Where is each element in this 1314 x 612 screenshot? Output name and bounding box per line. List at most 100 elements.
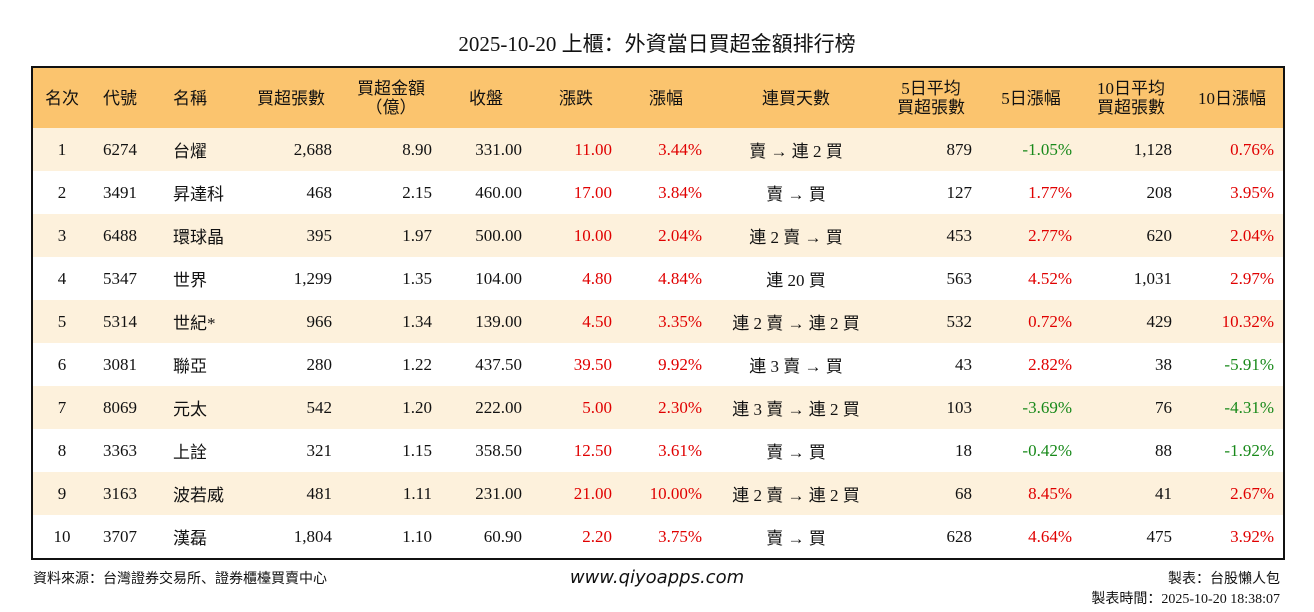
cell: 4.64% — [1028, 526, 1072, 546]
cell: 賣 → 連 2 買 — [711, 128, 881, 171]
cell: 5314 — [91, 300, 161, 343]
cell: 0.76% — [1181, 128, 1284, 171]
header-line: 漲幅 — [649, 88, 683, 108]
cell: 5347 — [103, 268, 137, 288]
cell: 39.50 — [573, 354, 612, 374]
cell: -5.91% — [1224, 354, 1274, 374]
cell: 620 — [1081, 214, 1181, 257]
cell: 460.00 — [475, 182, 522, 202]
table-row: 3 6488 環球晶 395 1.97 500.00 10.00 2.04% 連 2 賣 → 買… — [32, 214, 1284, 257]
cell: 468 — [306, 182, 333, 202]
cell: 231.00 — [441, 472, 531, 515]
table-row: 8 3363 上詮 321 1.15 358.50 12.50 3.61% 賣 → 買 18 -0.… — [32, 429, 1284, 472]
cell: -3.69% — [981, 386, 1081, 429]
cell: 127 — [946, 182, 973, 202]
header-line: 買超張數 — [897, 98, 965, 117]
header-line: 名稱 — [173, 88, 207, 108]
cell: 208 — [1146, 182, 1173, 202]
cell: 世紀* — [161, 300, 241, 343]
time: 製表時間：2025-10-20 18:38:07 — [1091, 592, 1280, 607]
cell: 2.77% — [981, 214, 1081, 257]
cell: 2.67% — [1181, 472, 1284, 515]
cell: 11.00 — [531, 128, 621, 171]
cell: 68 — [881, 472, 981, 515]
cell: 2.15 — [402, 182, 432, 202]
cell: -1.92% — [1224, 440, 1274, 460]
cell: 3707 — [103, 526, 137, 546]
cell: 世界 — [173, 271, 207, 290]
column-header: 名稱 — [161, 67, 241, 128]
cell: 10.00% — [621, 472, 711, 515]
cell: 1.22 — [402, 354, 432, 374]
cell: 88 — [1155, 440, 1172, 460]
cell: 環球晶 — [161, 214, 241, 257]
table-row: 7 8069 元太 542 1.20 222.00 5.00 2.30% 連 3 賣 → 連 2… — [32, 386, 1284, 429]
source: 資料來源：台灣證券交易所、證券櫃檯買賣中心 — [33, 572, 327, 587]
cell: 21.00 — [531, 472, 621, 515]
cell: 475 — [1146, 526, 1173, 546]
table-row: 5 5314 世紀* 966 1.34 139.00 4.50 3.35% 連 2 賣 → 連 … — [32, 300, 1284, 343]
cell: 1.97 — [341, 214, 441, 257]
table-row: 2 3491 昇達科 468 2.15 460.00 17.00 3.84% 賣 → 買 127 1… — [32, 171, 1284, 214]
cell: 連 20 買 — [766, 271, 826, 290]
cell: 3081 — [103, 354, 137, 374]
header-line: 買超張數 — [257, 88, 325, 108]
cell: -1.05% — [981, 128, 1081, 171]
cell: 280 — [306, 354, 333, 374]
column-header: 漲跌 — [531, 67, 621, 128]
cell: 昇達科 — [173, 185, 224, 204]
cell: 10.00 — [531, 214, 621, 257]
cell: 3.95% — [1230, 182, 1274, 202]
cell: 3363 — [103, 440, 137, 460]
cell: 1,299 — [293, 268, 332, 288]
cell: 連 2 賣 → 連 2 買 — [711, 472, 881, 515]
header-line: 漲跌 — [559, 88, 593, 108]
cell: 18 — [955, 440, 972, 460]
cell: 4.52% — [1028, 268, 1072, 288]
cell: 3.44% — [621, 128, 711, 171]
cell: 4.80 — [582, 268, 612, 288]
cell: 波若威 — [161, 472, 241, 515]
cell: 5.00 — [531, 386, 621, 429]
cell: 4 — [57, 268, 67, 288]
cell: 7 — [32, 386, 91, 429]
cell: 賣 → 買 — [766, 443, 826, 462]
cell: 4.50 — [531, 300, 621, 343]
column-header: 買超金額 （億） — [341, 67, 441, 128]
cell: 628 — [946, 526, 973, 546]
cell: 1.20 — [341, 386, 441, 429]
header-line: 5日平均 — [901, 79, 961, 98]
cell: 500.00 — [441, 214, 531, 257]
cell: 8069 — [91, 386, 161, 429]
cell: 321 — [306, 440, 333, 460]
cell: 1.11 — [341, 472, 441, 515]
cell: 1.35 — [402, 268, 432, 288]
cell: 8.90 — [341, 128, 441, 171]
cell: 879 — [881, 128, 981, 171]
header-line: 10日平均 — [1097, 79, 1165, 98]
cell: 2.30% — [621, 386, 711, 429]
column-header: 5日漲幅 — [981, 67, 1081, 128]
table-body: 1 6274 台燿 2,688 8.90 331.00 11.00 3.44% 賣 → 連 2 … — [32, 128, 1284, 559]
cell: 賣 → 買 — [766, 529, 826, 548]
cell: 10.32% — [1181, 300, 1284, 343]
cell: 連 3 賣 → 連 2 買 — [711, 386, 881, 429]
cell: 6274 — [91, 128, 161, 171]
cell: 542 — [241, 386, 341, 429]
cell: 2.82% — [1028, 354, 1072, 374]
column-header: 10日漲幅 — [1181, 67, 1284, 128]
cell: 0.72% — [981, 300, 1081, 343]
cell: 1.77% — [1028, 182, 1072, 202]
cell: 6 — [57, 354, 67, 374]
column-header: 連買天數 — [711, 67, 881, 128]
cell: 2.04% — [1181, 214, 1284, 257]
cell: 1 — [32, 128, 91, 171]
header-line: 買超金額 — [357, 79, 425, 98]
cell: 3163 — [91, 472, 161, 515]
cell: 60.90 — [483, 526, 522, 546]
cell: 3 — [32, 214, 91, 257]
column-header: 名次 — [32, 67, 91, 128]
cell: 76 — [1081, 386, 1181, 429]
cell: 1,804 — [293, 526, 332, 546]
